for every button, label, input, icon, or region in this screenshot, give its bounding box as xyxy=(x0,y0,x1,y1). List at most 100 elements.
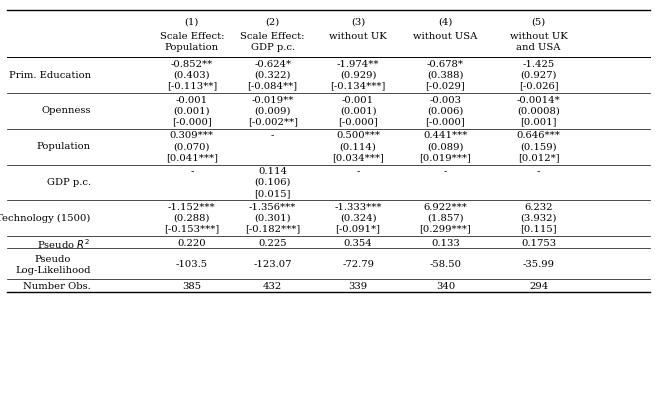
Text: Openness: Openness xyxy=(41,106,91,115)
Text: [0.034***]: [0.034***] xyxy=(332,153,384,162)
Text: [0.001]: [0.001] xyxy=(520,117,557,126)
Text: [0.015]: [0.015] xyxy=(254,189,291,198)
Text: -: - xyxy=(443,167,447,176)
Text: Technology (1500): Technology (1500) xyxy=(0,214,91,223)
Text: [-0.002**]: [-0.002**] xyxy=(248,117,298,126)
Text: [0.012*]: [0.012*] xyxy=(518,153,560,162)
Text: -1.425: -1.425 xyxy=(522,60,555,69)
Text: [0.299***]: [0.299***] xyxy=(420,225,471,234)
Text: (0.929): (0.929) xyxy=(340,71,376,80)
Text: [0.019***]: [0.019***] xyxy=(420,153,471,162)
Text: -103.5: -103.5 xyxy=(176,261,208,270)
Text: 385: 385 xyxy=(182,282,202,291)
Text: (0.0008): (0.0008) xyxy=(517,106,560,115)
Text: -0.001: -0.001 xyxy=(342,96,374,105)
Text: without UK: without UK xyxy=(329,32,387,41)
Text: (1.857): (1.857) xyxy=(427,214,464,223)
Text: (3.932): (3.932) xyxy=(520,214,557,223)
Text: Pseudo
Log-Likelihood: Pseudo Log-Likelihood xyxy=(15,255,91,275)
Text: -0.852**: -0.852** xyxy=(171,60,213,69)
Text: and USA: and USA xyxy=(516,43,561,52)
Text: Prim. Education: Prim. Education xyxy=(9,71,91,80)
Text: -1.152***: -1.152*** xyxy=(168,203,215,212)
Text: [0.115]: [0.115] xyxy=(520,225,557,234)
Text: (0.006): (0.006) xyxy=(427,106,464,115)
Text: [-0.000]: [-0.000] xyxy=(172,117,212,126)
Text: 6.232: 6.232 xyxy=(524,203,553,212)
Text: [-0.182***]: [-0.182***] xyxy=(245,225,300,234)
Text: (0.403): (0.403) xyxy=(173,71,210,80)
Text: [-0.029]: [-0.029] xyxy=(426,81,465,90)
Text: (0.927): (0.927) xyxy=(520,71,557,80)
Text: Pseudo $R^2$: Pseudo $R^2$ xyxy=(37,237,91,251)
Text: 0.309***: 0.309*** xyxy=(170,131,214,140)
Text: (0.388): (0.388) xyxy=(427,71,464,80)
Text: 0.500***: 0.500*** xyxy=(336,131,380,140)
Text: (0.070): (0.070) xyxy=(173,142,210,151)
Text: (0.089): (0.089) xyxy=(427,142,464,151)
Text: [-0.113**]: [-0.113**] xyxy=(167,81,217,90)
Text: 294: 294 xyxy=(529,282,549,291)
Text: (0.106): (0.106) xyxy=(254,178,291,187)
Text: without UK: without UK xyxy=(510,32,568,41)
Text: 0.441***: 0.441*** xyxy=(423,131,468,140)
Text: -0.624*: -0.624* xyxy=(254,60,291,69)
Text: -: - xyxy=(356,167,360,176)
Text: -1.974**: -1.974** xyxy=(337,60,379,69)
Text: 0.1753: 0.1753 xyxy=(521,239,556,248)
Text: -1.356***: -1.356*** xyxy=(249,203,296,212)
Text: -0.019**: -0.019** xyxy=(252,96,294,105)
Text: 0.133: 0.133 xyxy=(431,239,460,248)
Text: -58.50: -58.50 xyxy=(430,261,461,270)
Text: 340: 340 xyxy=(436,282,455,291)
Text: -123.07: -123.07 xyxy=(254,261,292,270)
Text: Population: Population xyxy=(37,142,91,151)
Text: -: - xyxy=(190,167,194,176)
Text: [-0.091*]: [-0.091*] xyxy=(336,225,380,234)
Text: -0.003: -0.003 xyxy=(430,96,461,105)
Text: -35.99: -35.99 xyxy=(523,261,555,270)
Text: Scale Effect:: Scale Effect: xyxy=(160,32,224,41)
Text: GDP p.c.: GDP p.c. xyxy=(250,43,295,52)
Text: (0.001): (0.001) xyxy=(173,106,210,115)
Text: (0.114): (0.114) xyxy=(340,142,376,151)
Text: (2): (2) xyxy=(265,18,280,27)
Text: -0.678*: -0.678* xyxy=(427,60,464,69)
Text: [-0.000]: [-0.000] xyxy=(426,117,465,126)
Text: Scale Effect:: Scale Effect: xyxy=(240,32,305,41)
Text: -0.0014*: -0.0014* xyxy=(517,96,560,105)
Text: -0.001: -0.001 xyxy=(176,96,208,105)
Text: Number Obs.: Number Obs. xyxy=(23,282,91,291)
Text: Population: Population xyxy=(165,43,219,52)
Text: (5): (5) xyxy=(532,18,546,27)
Text: (4): (4) xyxy=(438,18,453,27)
Text: [-0.153***]: [-0.153***] xyxy=(164,225,219,234)
Text: 432: 432 xyxy=(263,282,283,291)
Text: 0.646***: 0.646*** xyxy=(517,131,560,140)
Text: (0.001): (0.001) xyxy=(340,106,376,115)
Text: (1): (1) xyxy=(185,18,199,27)
Text: (3): (3) xyxy=(351,18,365,27)
Text: (0.159): (0.159) xyxy=(520,142,557,151)
Text: 0.225: 0.225 xyxy=(258,239,287,248)
Text: (0.288): (0.288) xyxy=(173,214,210,223)
Text: GDP p.c.: GDP p.c. xyxy=(47,178,91,187)
Text: 6.922***: 6.922*** xyxy=(424,203,467,212)
Text: (0.301): (0.301) xyxy=(254,214,291,223)
Text: [-0.134***]: [-0.134***] xyxy=(330,81,386,90)
Text: [0.041***]: [0.041***] xyxy=(166,153,218,162)
Text: (0.324): (0.324) xyxy=(340,214,376,223)
Text: [-0.084**]: [-0.084**] xyxy=(248,81,298,90)
Text: (0.009): (0.009) xyxy=(254,106,291,115)
Text: -: - xyxy=(537,167,541,176)
Text: 339: 339 xyxy=(348,282,368,291)
Text: -1.333***: -1.333*** xyxy=(334,203,382,212)
Text: -: - xyxy=(271,131,275,140)
Text: 0.354: 0.354 xyxy=(344,239,373,248)
Text: [-0.000]: [-0.000] xyxy=(338,117,378,126)
Text: 0.220: 0.220 xyxy=(177,239,206,248)
Text: 0.114: 0.114 xyxy=(258,167,287,176)
Text: -72.79: -72.79 xyxy=(342,261,374,270)
Text: without USA: without USA xyxy=(413,32,478,41)
Text: [-0.026]: [-0.026] xyxy=(519,81,558,90)
